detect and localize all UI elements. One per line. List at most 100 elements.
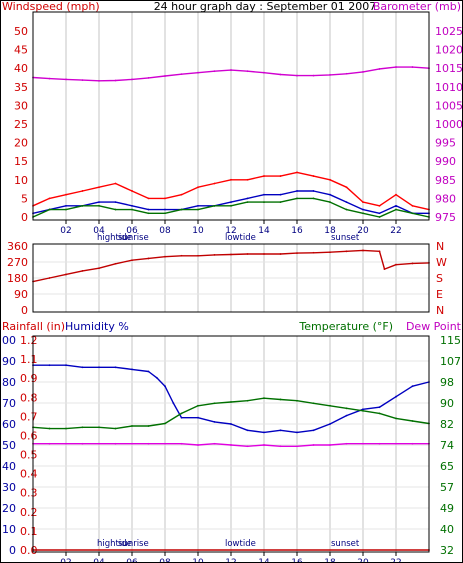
data-point (329, 178, 331, 181)
data-point (180, 416, 183, 419)
data-point (48, 277, 51, 279)
x-tick-label: 16 (291, 558, 303, 563)
data-point (362, 201, 364, 204)
humidity-tick: 50 (2, 439, 16, 452)
direction-compass-tick: N (436, 240, 444, 253)
x-tick-label: 14 (258, 558, 270, 563)
data-point (378, 406, 381, 409)
humidity-tick: 90 (2, 355, 16, 368)
data-point (411, 262, 414, 265)
data-point (147, 76, 150, 79)
data-point (114, 442, 117, 445)
barometer-tick: 1025 (435, 25, 463, 38)
series-line (32, 249, 430, 283)
data-point (395, 208, 397, 211)
data-point (312, 175, 315, 177)
windspeed-tick: 40 (14, 62, 28, 75)
data-point (378, 204, 381, 207)
data-point (230, 201, 232, 204)
barometer-tick: 980 (435, 192, 456, 205)
data-point (164, 208, 166, 211)
direction-degree-tick: 180 (7, 272, 28, 285)
data-point (81, 204, 84, 207)
x-tick-label: 16 (291, 226, 303, 236)
data-point (230, 178, 232, 181)
panel2-grid (33, 244, 429, 312)
data-point (172, 402, 175, 404)
data-point (48, 427, 51, 430)
data-point (246, 201, 249, 204)
humidity-label: Humidity % (65, 320, 129, 333)
data-point (114, 262, 117, 265)
annotation-lowtide: lowtide (225, 233, 256, 243)
windspeed-tick: 45 (14, 44, 28, 57)
data-point (65, 364, 67, 367)
data-point (362, 408, 364, 411)
windspeed-tick: 35 (14, 81, 28, 94)
data-point (312, 429, 315, 432)
data-point (395, 417, 397, 420)
x-tick-label: 12 (225, 558, 236, 563)
data-point (263, 444, 265, 446)
data-point (312, 190, 315, 192)
barometer-tick: 1005 (435, 99, 463, 112)
x-tick-label: 04 (93, 226, 105, 236)
data-point (230, 69, 232, 71)
data-point (147, 370, 150, 373)
data-point (81, 426, 84, 429)
direction-compass-tick: N (436, 304, 444, 317)
data-point (180, 193, 183, 196)
data-point (279, 193, 282, 196)
humidity-axis: 0 10 20 30 40 50 60 70 80 90 100 (0, 334, 16, 557)
data-point (411, 204, 414, 207)
x-tick-label: 20 (357, 226, 369, 236)
annotation-sunset-2: sunset (331, 539, 360, 549)
data-point (164, 255, 166, 258)
data-point (345, 186, 348, 189)
windspeed-tick: 50 (14, 25, 28, 38)
humidity-tick: 0 (9, 544, 16, 557)
data-point (378, 412, 381, 415)
data-point (395, 193, 397, 196)
data-point (180, 254, 183, 257)
rainfall-tick: 0.2 (20, 506, 38, 519)
data-point (131, 78, 133, 81)
rainfall-tick: 0.7 (20, 410, 38, 423)
rainfall-label: Rainfall (in) (2, 320, 65, 333)
panel1-x-axis: 02 04 06 08 10 12 14 16 18 20 22 (60, 220, 402, 236)
data-point (131, 368, 133, 371)
rainfall-tick: 0.6 (20, 429, 38, 442)
data-point (329, 423, 331, 425)
x-tick-label: 18 (324, 558, 336, 563)
annotation-hightide: hightide (97, 233, 132, 243)
data-point (246, 253, 249, 255)
data-point (164, 385, 166, 388)
data-point (279, 445, 282, 448)
data-point (395, 442, 397, 445)
data-point (263, 431, 265, 434)
data-point (114, 208, 117, 211)
data-point (230, 253, 232, 256)
data-point (147, 442, 150, 445)
temperature-label: Temperature (°F) (298, 320, 393, 333)
rainfall-tick: 0.1 (20, 525, 38, 538)
data-point (197, 71, 199, 74)
data-point (81, 442, 84, 445)
temperature-axis: 32 40 49 57 65 74 82 90 98 107 115 (440, 334, 461, 557)
direction-compass-tick: S (436, 272, 443, 285)
direction-degree-tick: 0 (21, 304, 28, 317)
data-point (147, 425, 150, 427)
x-tick-label: 02 (60, 226, 71, 236)
rainfall-tick: 0.5 (20, 449, 38, 462)
data-point (329, 251, 331, 254)
data-point (362, 409, 364, 412)
data-point (395, 395, 397, 398)
data-point (411, 420, 414, 422)
data-point (81, 79, 84, 82)
data-point (98, 204, 100, 207)
data-point (345, 407, 348, 410)
temperature-tick: 107 (440, 355, 461, 368)
humidity-tick: 100 (0, 334, 16, 347)
data-point (180, 208, 183, 211)
temperature-tick: 115 (440, 334, 461, 347)
